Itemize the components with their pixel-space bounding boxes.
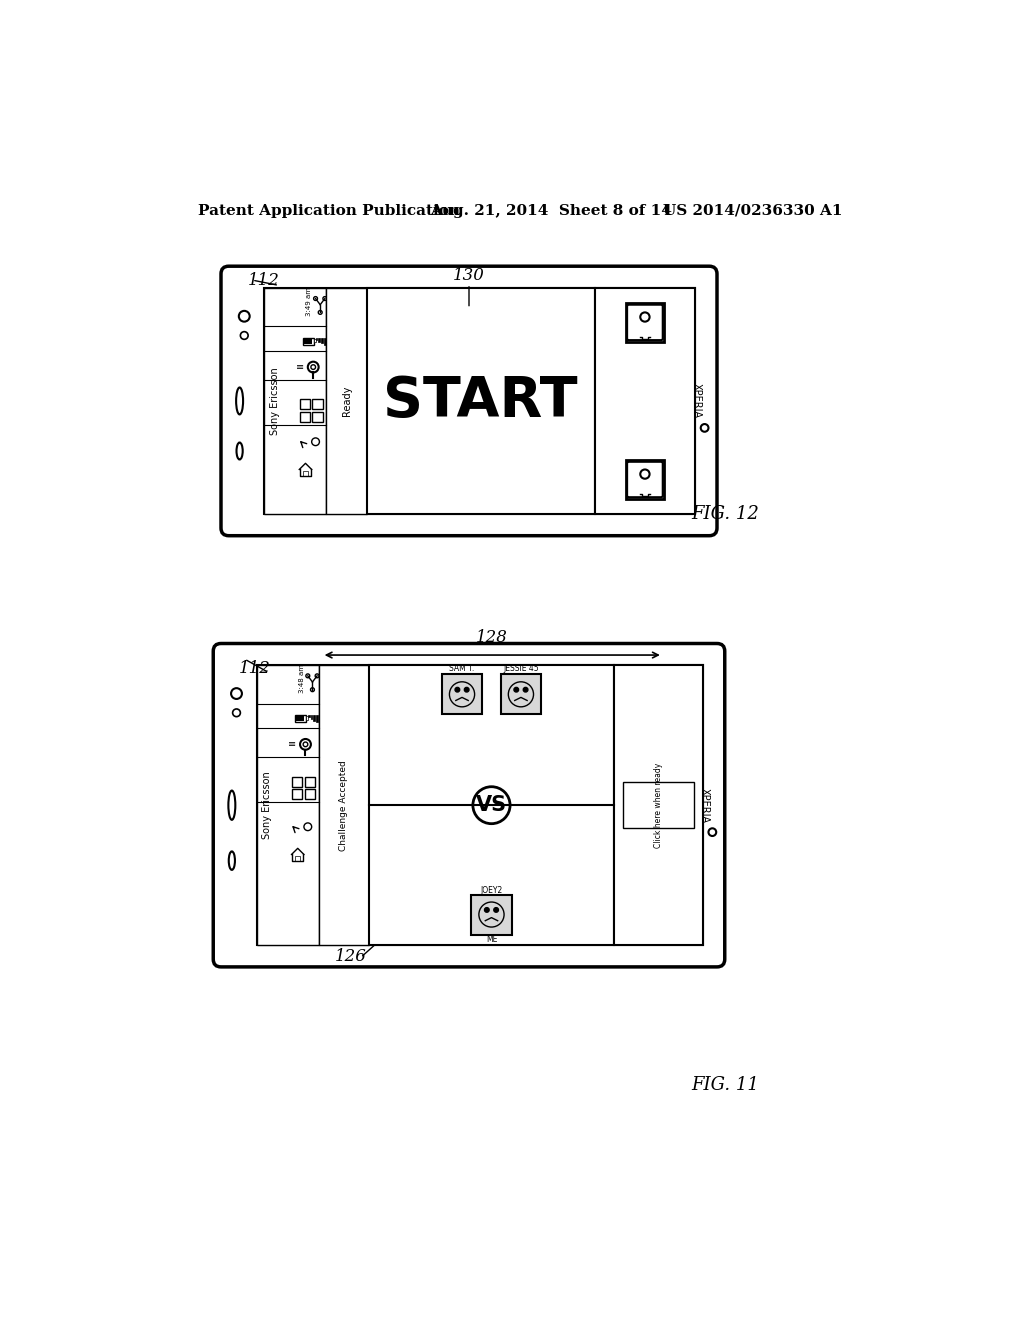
Text: FIG. 11: FIG. 11: [691, 1076, 759, 1094]
Bar: [305, 789, 314, 799]
Bar: [471, 895, 512, 935]
Text: FIG. 12: FIG. 12: [691, 504, 759, 523]
Bar: [292, 776, 302, 787]
Bar: [315, 338, 317, 341]
Text: Patent Application Publication: Patent Application Publication: [198, 203, 460, 218]
Ellipse shape: [228, 851, 234, 870]
Bar: [264, 288, 327, 515]
Bar: [626, 304, 665, 342]
Bar: [264, 288, 695, 515]
Bar: [369, 665, 614, 945]
Bar: [318, 338, 321, 342]
Bar: [313, 715, 315, 721]
Bar: [257, 665, 703, 945]
Text: Aug. 21, 2014  Sheet 8 of 14: Aug. 21, 2014 Sheet 8 of 14: [430, 203, 672, 218]
Circle shape: [523, 688, 528, 692]
Circle shape: [494, 908, 499, 912]
Bar: [624, 781, 693, 829]
Circle shape: [484, 908, 489, 912]
Bar: [310, 715, 312, 719]
Bar: [300, 412, 310, 422]
Text: START: START: [383, 374, 578, 428]
Bar: [367, 288, 595, 515]
FancyBboxPatch shape: [221, 267, 717, 536]
Text: 112: 112: [248, 272, 280, 289]
Bar: [442, 675, 482, 714]
Bar: [303, 471, 308, 475]
Bar: [312, 400, 323, 409]
Bar: [305, 776, 314, 787]
Text: US 2014/0236330 A1: US 2014/0236330 A1: [663, 203, 843, 218]
Bar: [614, 665, 703, 945]
Bar: [295, 857, 300, 861]
Bar: [308, 715, 309, 718]
Bar: [501, 675, 541, 714]
Text: XPERIA: XPERIA: [699, 788, 710, 822]
Bar: [292, 789, 302, 799]
Bar: [324, 338, 326, 345]
FancyBboxPatch shape: [213, 644, 725, 966]
FancyBboxPatch shape: [627, 305, 663, 341]
Bar: [626, 461, 665, 499]
Ellipse shape: [237, 442, 243, 459]
Text: XPERIA: XPERIA: [692, 383, 701, 418]
Text: ME: ME: [485, 936, 498, 944]
Bar: [318, 665, 369, 945]
Text: 112: 112: [239, 660, 270, 677]
Circle shape: [464, 688, 469, 692]
Bar: [316, 715, 317, 722]
Text: 3:49 am: 3:49 am: [306, 288, 312, 315]
Circle shape: [514, 688, 518, 692]
Text: Sony Ericsson: Sony Ericsson: [262, 771, 272, 840]
Bar: [312, 412, 323, 422]
Bar: [295, 715, 306, 722]
Bar: [296, 715, 304, 721]
Text: JOEY2: JOEY2: [480, 886, 503, 895]
Text: Ready: Ready: [342, 385, 351, 416]
Bar: [303, 338, 314, 345]
Bar: [314, 339, 315, 342]
Bar: [327, 288, 367, 515]
Bar: [595, 288, 695, 515]
Bar: [321, 338, 323, 343]
Text: ≡: ≡: [296, 362, 304, 372]
Bar: [300, 400, 310, 409]
Ellipse shape: [228, 791, 236, 820]
Text: Click here when ready: Click here when ready: [654, 763, 663, 847]
Text: VS: VS: [476, 795, 507, 816]
Text: Challenge Accepted: Challenge Accepted: [339, 760, 348, 850]
Text: SAM T.: SAM T.: [450, 664, 475, 673]
Text: Sony Ericsson: Sony Ericsson: [270, 367, 281, 434]
FancyBboxPatch shape: [627, 462, 663, 498]
Text: 3:48 am: 3:48 am: [299, 664, 304, 693]
Text: 126: 126: [335, 948, 368, 965]
Text: 128: 128: [476, 628, 508, 645]
Text: JESSIE 45: JESSIE 45: [503, 664, 539, 673]
Bar: [257, 665, 318, 945]
Bar: [306, 715, 308, 719]
Text: 130: 130: [453, 267, 485, 284]
Text: ≡: ≡: [288, 739, 296, 750]
Circle shape: [455, 688, 460, 692]
Bar: [304, 339, 311, 345]
Ellipse shape: [237, 388, 243, 414]
